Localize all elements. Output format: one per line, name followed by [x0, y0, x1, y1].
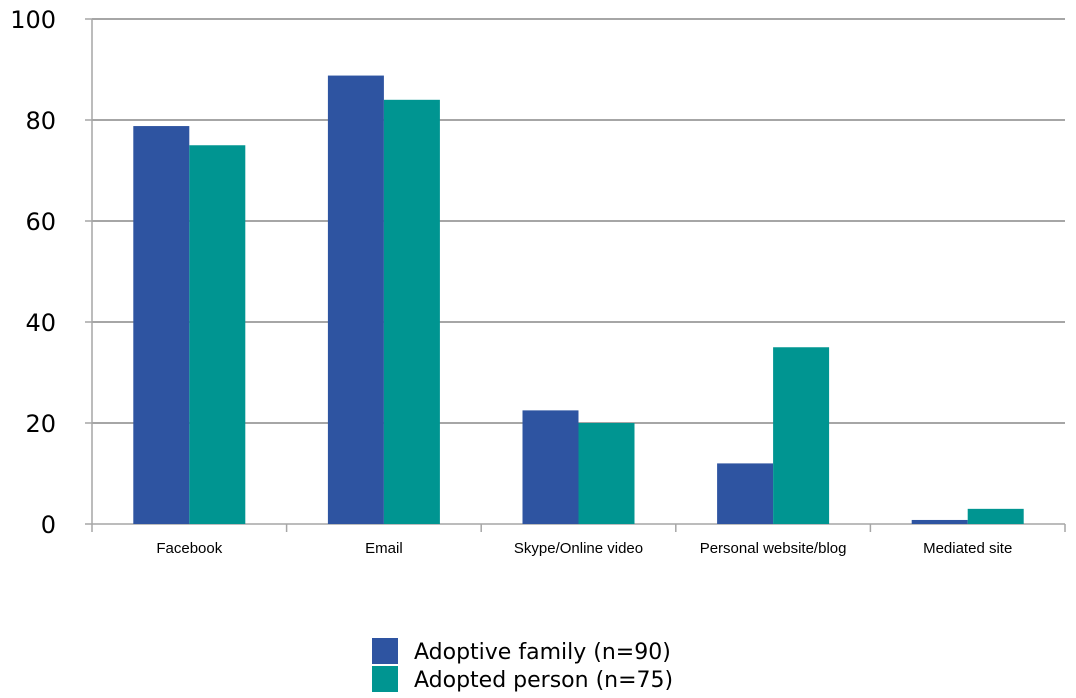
tick-labels: 0 20 40 60 80 100 Facebook Email Skype/Online vi… [10, 6, 1012, 557]
bar-adoptive-family [717, 463, 774, 524]
x-tick-label: Personal website/blog [700, 540, 847, 557]
y-tick-label: 20 [25, 410, 56, 438]
y-tick-label: 0 [41, 511, 56, 539]
y-tick-label: 60 [25, 208, 56, 236]
y-tick-label: 100 [10, 6, 56, 34]
x-tick-label: Email [365, 540, 403, 557]
y-tick-label: 40 [25, 309, 56, 337]
y-tick-label: 80 [25, 107, 56, 135]
bar-adopted-person [967, 508, 1024, 524]
legend-swatch [372, 638, 398, 664]
legend: Adoptive family (n=90) Adopted person (n=… [372, 638, 673, 693]
bar-adoptive-family [911, 519, 968, 524]
bar-adoptive-family [327, 75, 384, 524]
gridlines [92, 18, 1065, 424]
x-tick-label: Facebook [156, 540, 222, 557]
legend-swatch [372, 666, 398, 692]
legend-label: Adopted person (n=75) [414, 668, 673, 693]
x-tick-label: Mediated site [923, 540, 1012, 557]
bar-adoptive-family [133, 126, 190, 524]
bar-adopted-person [189, 145, 246, 524]
bar-adoptive-family [522, 410, 579, 524]
legend-label: Adoptive family (n=90) [414, 640, 671, 665]
bar-adopted-person [773, 347, 830, 524]
x-tick-label: Skype/Online video [514, 540, 643, 557]
bars [133, 75, 1024, 525]
bar-adopted-person [383, 99, 440, 525]
bar-adopted-person [578, 423, 635, 524]
